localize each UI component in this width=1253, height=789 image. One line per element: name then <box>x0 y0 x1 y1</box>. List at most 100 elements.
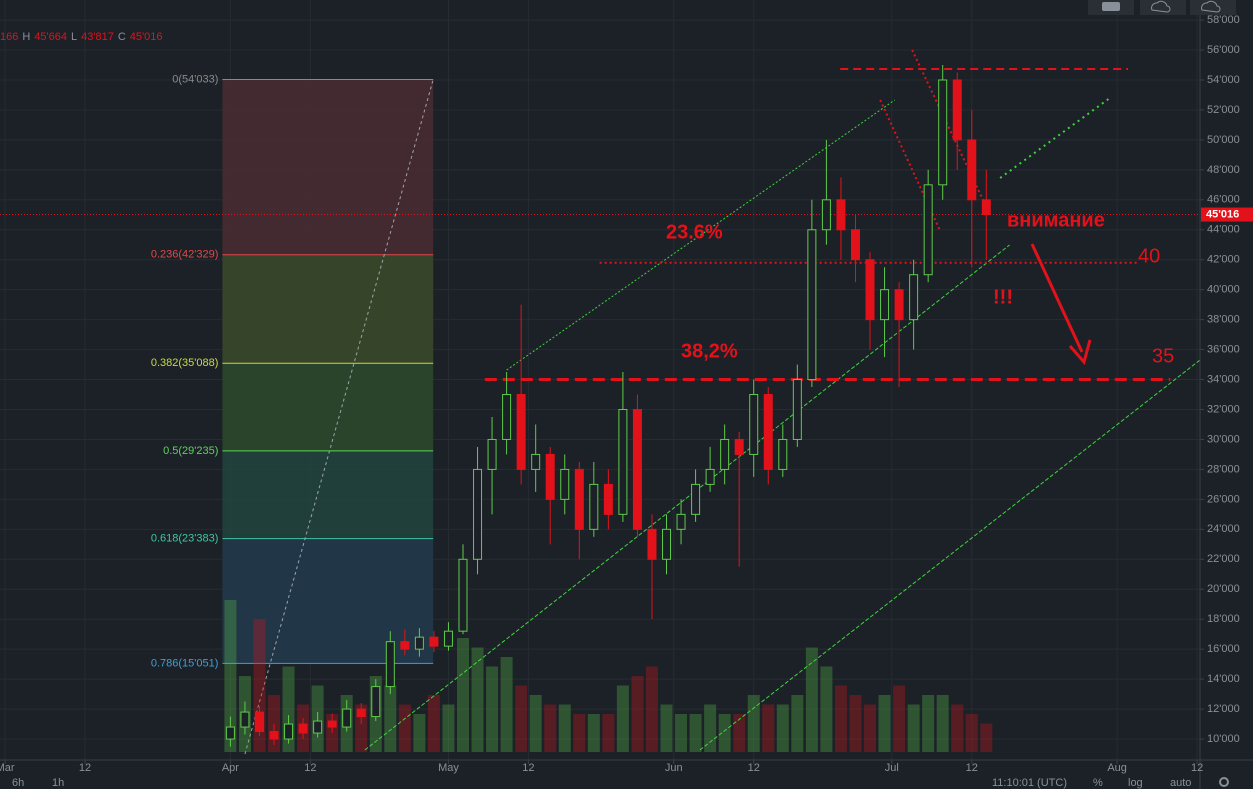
volume-bar <box>907 704 920 752</box>
volume-bar <box>573 714 586 752</box>
fib-band <box>222 79 434 255</box>
volume-bar <box>544 704 557 752</box>
candle-body <box>414 636 424 650</box>
y-tick-label: 58'000 <box>1207 14 1240 26</box>
candle-body <box>603 483 613 515</box>
x-tick-label: Jun <box>665 762 683 774</box>
fib-band <box>222 363 434 451</box>
interval-button[interactable]: 1h <box>52 777 64 789</box>
candle-body <box>356 708 366 718</box>
x-tick-label: 12 <box>304 762 316 774</box>
y-tick-label: 40'000 <box>1207 284 1240 296</box>
volume-bar <box>515 685 528 752</box>
y-tick-label: 20'000 <box>1207 583 1240 595</box>
candle-body <box>545 453 555 500</box>
candle-body <box>618 409 628 515</box>
candle-body <box>836 199 846 231</box>
candle-body <box>254 711 264 733</box>
annotation: !!! <box>993 286 1013 308</box>
fib-label: 0.786(15'051) <box>151 657 219 669</box>
candle-body <box>792 379 802 440</box>
candle-body <box>473 468 483 560</box>
y-tick-label: 36'000 <box>1207 344 1240 356</box>
save-button[interactable] <box>1190 0 1236 15</box>
candle-body <box>923 184 933 276</box>
volume-bar <box>834 685 847 752</box>
candle-body <box>821 199 831 231</box>
volume-bar <box>951 704 964 752</box>
x-tick-label: 12 <box>748 762 760 774</box>
candle-body <box>865 259 875 321</box>
volume-bar <box>471 647 484 752</box>
y-tick-label: 10'000 <box>1207 733 1240 745</box>
volume-bar <box>558 704 571 752</box>
volume <box>224 600 993 752</box>
volume-bar <box>733 714 746 752</box>
volume-bar <box>936 695 949 752</box>
last-price-badge <box>1201 207 1253 222</box>
auto-button[interactable]: auto <box>1170 777 1191 789</box>
volume-bar <box>616 685 629 752</box>
settings-icon[interactable] <box>1219 777 1229 787</box>
axes: 10'000 12'000 14'000 16'000 18'000 20'000 22'0… <box>0 14 1240 774</box>
x-tick-label: Mar <box>0 762 15 774</box>
trend-line <box>879 99 941 231</box>
percent-button[interactable]: % <box>1093 777 1103 789</box>
load-button[interactable] <box>1140 0 1186 15</box>
fibonacci: 0(54'033) 0.236(42'329) 0.382(35'088) 0.5(2… <box>151 73 434 755</box>
y-tick-label: 16'000 <box>1207 643 1240 655</box>
ohlc-item: 166 <box>0 31 18 43</box>
y-tick-label: 24'000 <box>1207 523 1240 535</box>
y-tick-label: 34'000 <box>1207 373 1240 385</box>
candle-body <box>429 636 439 647</box>
volume-bar <box>922 695 935 752</box>
candle-body <box>400 641 410 650</box>
fib-label: 0.382(35'088) <box>151 357 219 369</box>
candle-body <box>284 723 294 740</box>
y-tick-label: 26'000 <box>1207 493 1240 505</box>
volume-bar <box>500 657 513 752</box>
candle-body <box>342 708 352 728</box>
fib-label: 0.5(29'235) <box>163 445 218 457</box>
trend-line <box>506 99 896 371</box>
volume-bar <box>529 695 542 752</box>
trend-line <box>699 359 1201 751</box>
log-button[interactable]: log <box>1128 777 1143 789</box>
candle-body <box>487 438 497 470</box>
candle-body <box>443 630 453 647</box>
candle-body <box>938 79 948 186</box>
volume-bar <box>398 704 411 752</box>
trend-line <box>999 97 1111 179</box>
volume-bar <box>878 695 891 752</box>
volume-bar <box>675 714 688 752</box>
candle-body <box>691 483 701 515</box>
y-tick-label: 44'000 <box>1207 224 1240 236</box>
candle-body <box>313 720 323 734</box>
last-price-label: 45'016 <box>1206 208 1239 220</box>
interval-button[interactable]: 6h <box>12 777 24 789</box>
candle-body <box>981 199 991 216</box>
camera-icon <box>1102 2 1120 11</box>
x-tick-label: 12 <box>966 762 978 774</box>
candle-body <box>662 528 672 560</box>
y-tick-label: 32'000 <box>1207 403 1240 415</box>
fib-label: 0(54'033) <box>172 73 218 85</box>
volume-bar <box>965 714 978 752</box>
volume-bar <box>413 714 426 752</box>
candle-body <box>225 726 235 740</box>
cloud-up-icon <box>1201 0 1221 13</box>
candle-body <box>850 229 860 261</box>
candle-body <box>574 468 584 530</box>
clock: 11:10:01 (UTC) <box>992 777 1067 789</box>
y-tick-label: 48'000 <box>1207 164 1240 176</box>
x-tick-label: Aug <box>1107 762 1127 774</box>
candle-body <box>531 453 541 470</box>
volume-bar <box>645 666 658 752</box>
fib-band <box>222 254 434 364</box>
candle-body <box>894 289 904 321</box>
y-tick-label: 18'000 <box>1207 613 1240 625</box>
volume-bar <box>587 714 600 752</box>
candle-body <box>385 641 395 688</box>
